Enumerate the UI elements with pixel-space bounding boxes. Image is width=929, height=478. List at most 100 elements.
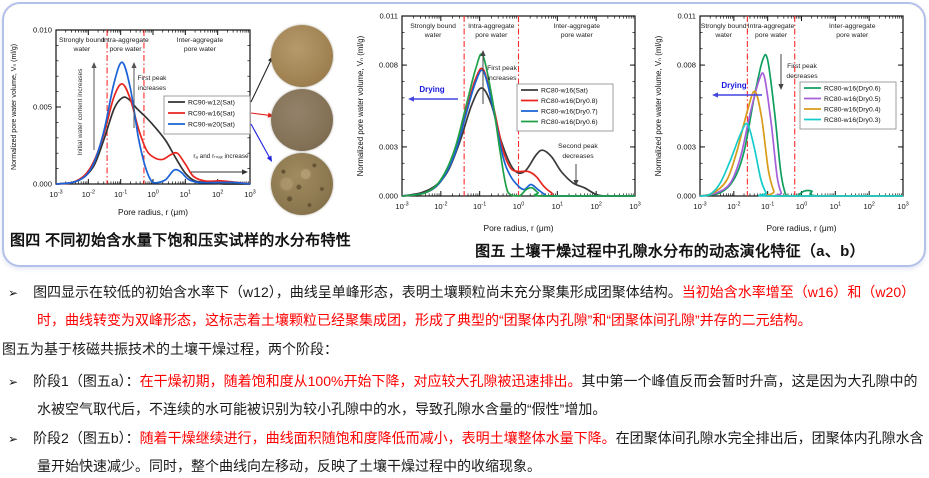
svg-text:RC90-w16(Sat): RC90-w16(Sat)	[188, 110, 235, 117]
paragraph-3-segment-3: 其中第一个峰值反而会暂时升高，这是因为大孔隙中的水被空气取代后，不连续的水可能被…	[37, 373, 918, 417]
svg-text:10-1: 10-1	[761, 202, 774, 212]
svg-text:Drying: Drying	[721, 81, 746, 90]
svg-text:0.003: 0.003	[677, 143, 696, 152]
svg-text:water: water	[73, 46, 91, 53]
svg-text:Drying: Drying	[419, 85, 444, 94]
svg-text:103: 103	[897, 202, 908, 212]
svg-text:0.000: 0.000	[33, 180, 52, 189]
paragraph-2-segment-1: 图五为基于核磁共振技术的土壤干燥过程，两个阶段：	[2, 341, 338, 357]
svg-text:RC90-w12(Sat): RC90-w12(Sat)	[188, 99, 235, 106]
svg-text:Intra-aggregate: Intra-aggregate	[102, 37, 149, 44]
svg-text:102: 102	[590, 202, 601, 212]
svg-text:Strongly bound: Strongly bound	[59, 37, 105, 44]
svg-text:pore water: pore water	[561, 32, 594, 39]
svg-text:0.011: 0.011	[380, 12, 398, 21]
svg-text:0.005: 0.005	[33, 103, 52, 112]
svg-text:10-3: 10-3	[49, 190, 62, 200]
svg-text:0.010: 0.010	[33, 26, 52, 35]
svg-text:First peak: First peak	[787, 63, 817, 70]
svg-text:RC80-w16(Dry0.6): RC80-w16(Dry0.6)	[824, 85, 881, 92]
svg-text:RC80-w16(Dry0.4): RC80-w16(Dry0.4)	[824, 106, 881, 113]
figure5-caption: 图五 土壤干燥过程中孔隙水分布的动态演化特征（a、b）	[475, 243, 865, 260]
paragraph-3: ➢ 阶段1（图五a）：在干燥初期，随着饱和度从100%开始下降，对应较大孔隙被迅速…	[0, 368, 926, 423]
svg-text:RC90-w20(Sat): RC90-w20(Sat)	[188, 121, 235, 128]
svg-text:pore water: pore water	[836, 32, 869, 39]
figure5a-chart: 10-3 10-2 10-1 100 101 102 103 0.000 0.003 0.008 0…	[352, 6, 644, 236]
svg-text:water: water	[424, 32, 442, 39]
svg-text:Pore radius, r (μm): Pore radius, r (μm)	[484, 223, 554, 233]
svg-text:decreases: decreases	[562, 153, 594, 160]
paragraph-4-segment-3: 在团聚体间孔隙水完全排出后，团聚体内孔隙水含量开始快速减少。同时，整个曲线向左移…	[37, 430, 924, 474]
svg-text:Normalized pore water volume,: Normalized pore water volume, Vₙ (ml/g)	[356, 35, 365, 176]
paragraph-4-segment-1: 阶段2（图五b）：	[33, 430, 140, 446]
figure4-caption: 图四 不同初始含水量下饱和压实试样的水分布特性	[10, 232, 352, 249]
svg-text:100: 100	[796, 202, 807, 212]
bullet-arrow-icon: ➢	[8, 375, 19, 389]
svg-text:0.008: 0.008	[379, 61, 398, 70]
svg-text:Initial water content increase: Initial water content increases	[77, 68, 84, 156]
svg-text:Strongly bound: Strongly bound	[701, 23, 747, 30]
soil-sample-photo-w12	[271, 25, 333, 87]
svg-text:100: 100	[147, 190, 158, 200]
svg-text:pore water: pore water	[184, 46, 217, 53]
svg-text:First peak: First peak	[487, 65, 517, 72]
svg-text:10-1: 10-1	[473, 202, 486, 212]
svg-text:10-3: 10-3	[395, 202, 408, 212]
svg-text:0.000: 0.000	[677, 192, 696, 201]
svg-text:0.011: 0.011	[678, 12, 696, 21]
svg-text:0.003: 0.003	[379, 143, 398, 152]
svg-text:increases: increases	[138, 85, 167, 92]
paragraph-4-segment-2: 随着干燥继续进行，曲线面积随饱和度降低而减小，表明土壤整体水量下降。	[139, 430, 616, 446]
svg-text:102: 102	[863, 202, 874, 212]
svg-text:pore water: pore water	[475, 32, 508, 39]
svg-text:102: 102	[212, 190, 223, 200]
svg-text:100: 100	[513, 202, 524, 212]
figure5b-chart: 10-3 10-2 10-1 100 101 102 103 0.000 0.003 0.008 0…	[650, 6, 928, 236]
paragraph-3-segment-2: 在干燥初期，随着饱和度从100%开始下降，对应较大孔隙被迅速排出。	[139, 373, 582, 389]
svg-text:Inter-aggregate: Inter-aggregate	[829, 23, 876, 30]
text-section: ➢ 图四显示在较低的初始含水率下（w12），曲线呈单峰形态，表明土壤颗粒尚未充分聚…	[0, 279, 926, 478]
svg-text:RC80-w16(Sat): RC80-w16(Sat)	[541, 87, 588, 94]
svg-text:101: 101	[830, 202, 841, 212]
figure4-chart: 10-3 10-2 10-1 100 101 102 103 0.000 0.005 0.010 S…	[6, 16, 266, 220]
svg-text:101: 101	[552, 202, 563, 212]
svg-text:decreases: decreases	[786, 73, 818, 80]
svg-text:rₐ and rₘₐₓ increase: rₐ and rₘₐₓ increase	[193, 153, 249, 160]
paragraph-1: ➢ 图四显示在较低的初始含水率下（w12），曲线呈单峰形态，表明土壤颗粒尚未充分聚…	[0, 279, 926, 334]
svg-text:RC80-w16(Dry0.5): RC80-w16(Dry0.5)	[824, 96, 881, 103]
svg-text:increases: increases	[487, 75, 517, 82]
svg-text:Inter-aggregate: Inter-aggregate	[177, 37, 224, 44]
soil-sample-photo-w16	[271, 89, 333, 151]
svg-text:Pore radius, r (μm): Pore radius, r (μm)	[118, 207, 188, 217]
svg-text:10-2: 10-2	[434, 202, 447, 212]
paragraph-1-segment-1: 图四显示在较低的初始含水率下（w12），曲线呈单峰形态，表明土壤颗粒尚未充分聚集…	[33, 284, 682, 300]
paragraph-3-segment-1: 阶段1（图五a）：	[33, 373, 140, 389]
paragraph-2: 图五为基于核磁共振技术的土壤干燥过程，两个阶段：	[0, 336, 926, 363]
svg-text:Normalized pore water volume,: Normalized pore water volume, Vₙ (ml/g)	[11, 44, 18, 170]
svg-text:RC80-w16(Dry0.8): RC80-w16(Dry0.8)	[541, 98, 598, 105]
paragraph-4: ➢ 阶段2（图五b）：随着干燥继续进行，曲线面积随饱和度降低而减小，表明土壤整体水…	[0, 425, 926, 478]
svg-text:101: 101	[180, 190, 191, 200]
soil-sample-photo-w20	[271, 153, 333, 215]
svg-text:RC80-w16(Dry0.3): RC80-w16(Dry0.3)	[824, 117, 881, 124]
svg-text:Intra-aggregate: Intra-aggregate	[748, 23, 795, 30]
svg-text:RC80-w16(Dry0.7): RC80-w16(Dry0.7)	[541, 108, 598, 115]
svg-text:10-2: 10-2	[82, 190, 95, 200]
svg-text:RC80-w16(Dry0.6): RC80-w16(Dry0.6)	[541, 119, 598, 126]
svg-text:10-2: 10-2	[727, 202, 740, 212]
svg-text:Intra-aggregate: Intra-aggregate	[468, 23, 515, 30]
svg-text:Inter-aggregate: Inter-aggregate	[554, 23, 601, 30]
svg-text:pore water: pore water	[755, 32, 788, 39]
paragraph-1-segment-2: 当初始含水率增至（w16）和（w20）时，曲线转变为双峰形态，这标志着土壤颗粒已…	[37, 284, 916, 328]
svg-text:water: water	[714, 32, 732, 39]
svg-text:Normalized pore water volume,: Normalized pore water volume, Vₙ (ml/g)	[654, 35, 663, 176]
svg-text:103: 103	[629, 202, 640, 212]
svg-text:Strongly bound: Strongly bound	[410, 23, 456, 30]
svg-text:103: 103	[244, 190, 255, 200]
svg-text:Second peak: Second peak	[558, 143, 598, 150]
svg-text:pore water: pore water	[109, 46, 142, 53]
svg-text:10-1: 10-1	[114, 190, 127, 200]
bullet-arrow-icon: ➢	[8, 286, 19, 300]
svg-text:0.008: 0.008	[677, 61, 696, 70]
